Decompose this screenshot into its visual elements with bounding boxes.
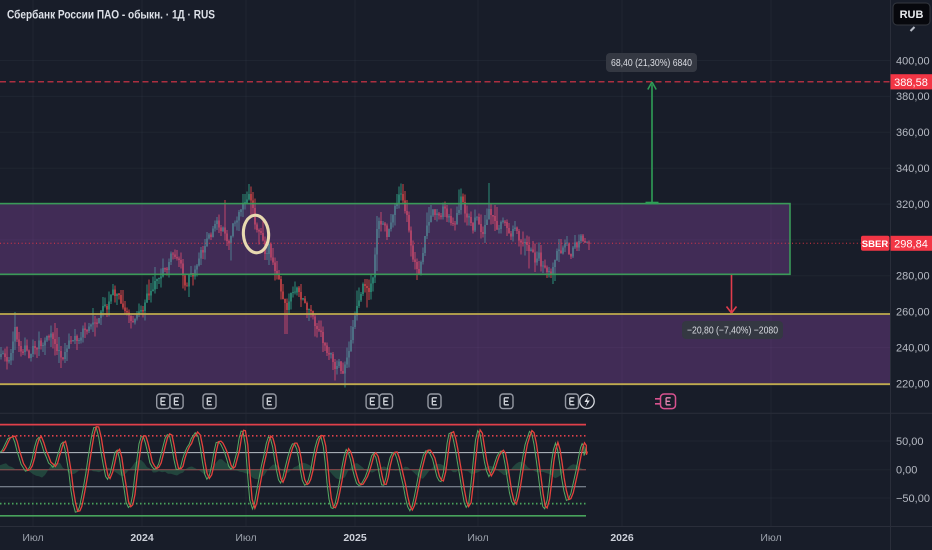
- svg-text:Июл: Июл: [467, 532, 488, 544]
- svg-text:340,00: 340,00: [896, 163, 930, 175]
- svg-text:Сбербанк России ПАО - обыкн. ·: Сбербанк России ПАО - обыкн. · 1Д · RUS: [7, 8, 215, 22]
- svg-text:240,00: 240,00: [896, 342, 930, 354]
- svg-text:Июл: Июл: [760, 532, 781, 544]
- svg-text:0,00: 0,00: [896, 465, 917, 477]
- svg-text:2024: 2024: [130, 532, 154, 544]
- svg-text:2026: 2026: [610, 532, 634, 544]
- svg-text:220,00: 220,00: [896, 378, 930, 390]
- svg-text:320,00: 320,00: [896, 199, 930, 211]
- svg-text:400,00: 400,00: [896, 55, 930, 67]
- svg-text:280,00: 280,00: [896, 271, 930, 283]
- svg-text:SBER: SBER: [862, 239, 889, 250]
- svg-text:RUB: RUB: [900, 9, 924, 21]
- svg-text:298,84: 298,84: [894, 238, 928, 250]
- svg-text:388,58: 388,58: [894, 77, 928, 89]
- svg-text:68,40 (21,30%) 6840: 68,40 (21,30%) 6840: [611, 58, 692, 69]
- svg-text:260,00: 260,00: [896, 307, 930, 319]
- svg-text:2025: 2025: [343, 532, 367, 544]
- svg-text:380,00: 380,00: [896, 91, 930, 103]
- svg-text:360,00: 360,00: [896, 127, 930, 139]
- svg-text:−20,80 (−7,40%) −2080: −20,80 (−7,40%) −2080: [687, 326, 778, 337]
- svg-text:50,00: 50,00: [896, 436, 924, 448]
- svg-text:−50,00: −50,00: [896, 493, 930, 505]
- svg-text:Июл: Июл: [22, 532, 43, 544]
- svg-text:Июл: Июл: [235, 532, 256, 544]
